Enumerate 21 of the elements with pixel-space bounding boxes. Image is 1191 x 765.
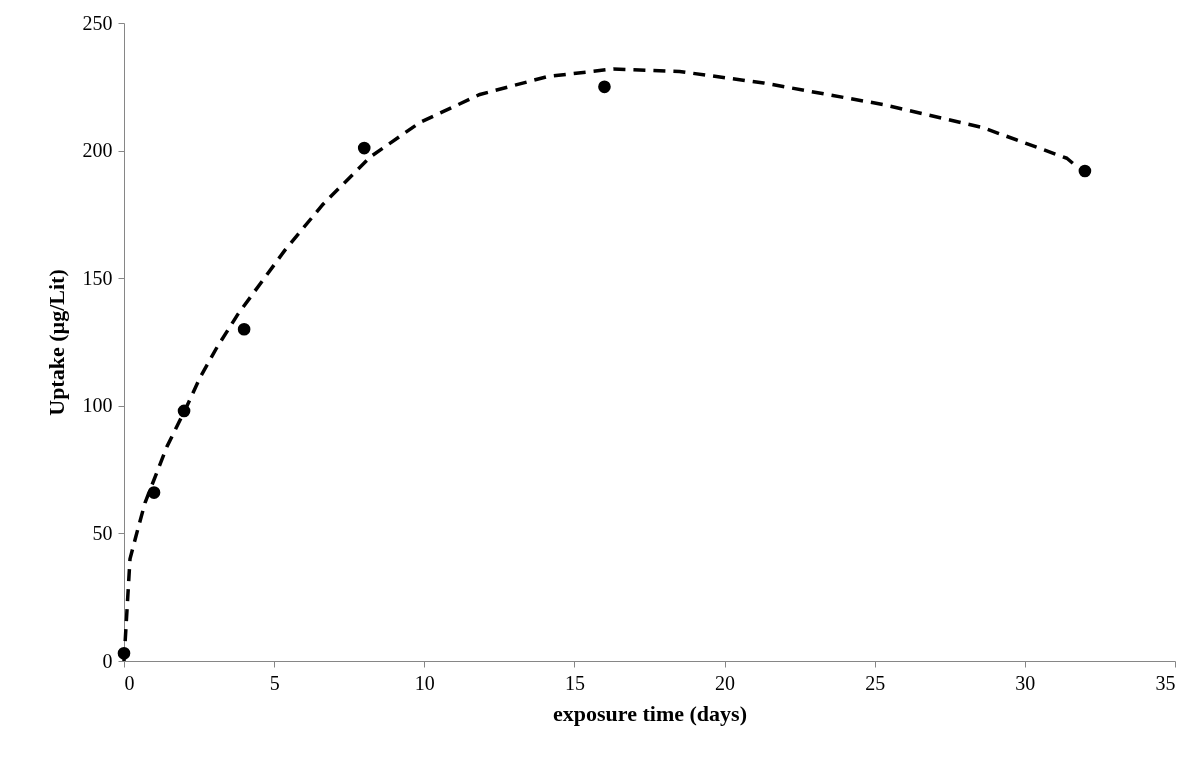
x-tick-label: 0 bbox=[124, 671, 135, 694]
x-tick-label: 15 bbox=[564, 671, 585, 694]
y-tick-label: 50 bbox=[92, 521, 113, 544]
x-tick-label: 10 bbox=[414, 671, 435, 694]
y-axis-title: Uptake (µg/Lit) bbox=[43, 269, 69, 416]
point bbox=[598, 80, 611, 94]
point bbox=[1078, 164, 1092, 178]
y-tick-label: 0 bbox=[102, 649, 113, 672]
point bbox=[237, 322, 251, 336]
x-tick-label: 25 bbox=[865, 671, 886, 694]
x-tick-label: 35 bbox=[1155, 671, 1176, 694]
x-tick-label: 5 bbox=[269, 671, 280, 694]
y-tick-label: 200 bbox=[82, 139, 113, 162]
x-tick-label: 30 bbox=[1015, 671, 1036, 694]
point bbox=[147, 486, 161, 499]
y-tick-label: 150 bbox=[82, 266, 113, 289]
x-tick-label: 20 bbox=[715, 671, 736, 694]
y-tick-label: 250 bbox=[82, 11, 113, 34]
y-tick-label: 100 bbox=[82, 394, 113, 417]
x-axis-title: exposure time (days) bbox=[553, 700, 747, 726]
point bbox=[357, 141, 371, 155]
